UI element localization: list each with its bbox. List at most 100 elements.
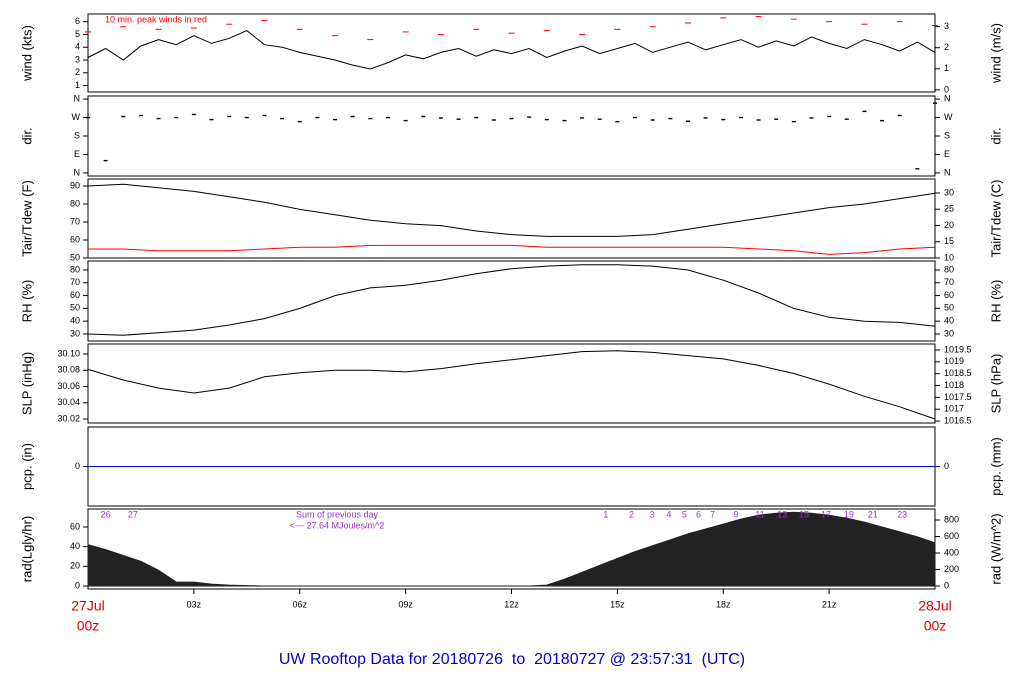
- y-tick-label: S: [74, 130, 80, 140]
- x-start-date: 27Jul: [71, 598, 104, 614]
- y-tick-label: 60: [70, 521, 80, 531]
- hour-label: 9: [733, 509, 738, 519]
- y-tick-label: 50: [70, 252, 80, 262]
- y2-tick-label: 1017: [944, 404, 964, 414]
- dir-point: [138, 114, 143, 117]
- panel-frame: [87, 260, 936, 342]
- hour-label: 13: [777, 509, 787, 519]
- y2-tick-label: 60: [944, 290, 954, 300]
- y2-tick-label: 0: [944, 461, 949, 471]
- panel-frame: [87, 13, 936, 93]
- data-line: [87, 30, 936, 70]
- dir-point: [721, 118, 726, 121]
- dir-point: [280, 117, 285, 120]
- hour-label: 2: [629, 509, 634, 519]
- x-tick-label: 06z: [292, 599, 307, 609]
- dir-point: [474, 116, 479, 119]
- y-tick-label: 4: [75, 42, 80, 52]
- dir-point: [509, 117, 514, 120]
- y-tick-label: E: [74, 149, 80, 159]
- hour-label: 19: [844, 509, 854, 519]
- y-tick-label: 5: [75, 29, 80, 39]
- y-tick-label: 3: [75, 54, 80, 64]
- hour-label: 4: [666, 509, 671, 519]
- y2-tick-label: 50: [944, 303, 954, 313]
- hour-label: 26: [101, 509, 111, 519]
- dir-point: [738, 116, 743, 119]
- y2-tick-label: 1018: [944, 380, 964, 390]
- dir-point: [121, 115, 126, 118]
- y2-axis-label: wind (m/s): [988, 23, 1003, 84]
- y2-tick-label: 600: [944, 531, 959, 541]
- dir-point: [103, 159, 108, 162]
- x-tick-label: 03z: [187, 599, 202, 609]
- x-start-time: 00z: [77, 618, 100, 634]
- y-tick-label: W: [72, 112, 81, 122]
- y2-tick-label: 2: [944, 42, 949, 52]
- x-end-date: 28Jul: [918, 598, 951, 614]
- y-tick-label: N: [74, 167, 81, 177]
- y-tick-label: 1: [75, 80, 80, 90]
- dir-point: [421, 115, 426, 118]
- y2-tick-label: 25: [944, 204, 954, 214]
- dir-point: [933, 102, 937, 104]
- dir-point: [633, 116, 638, 119]
- hour-label: 3: [649, 509, 654, 519]
- dir-point: [668, 117, 673, 120]
- y-tick-label: 50: [70, 303, 80, 313]
- y-axis-label: dir.: [19, 127, 34, 144]
- dir-point: [262, 114, 267, 117]
- y-tick-label: 40: [70, 316, 80, 326]
- y2-tick-label: W: [944, 112, 953, 122]
- y2-tick-label: 70: [944, 277, 954, 287]
- hour-label: 1: [603, 509, 608, 519]
- dir-point: [244, 116, 249, 119]
- data-line: [87, 264, 936, 336]
- y-tick-label: 0: [75, 580, 80, 590]
- x-tick-label: 21z: [822, 599, 837, 609]
- y-tick-label: 40: [70, 541, 80, 551]
- y2-tick-label: 30: [944, 187, 954, 197]
- dir-point: [791, 120, 796, 123]
- y-axis-label: wind (kts): [19, 25, 34, 82]
- hour-label: 5: [682, 509, 687, 519]
- dir-point: [650, 119, 655, 121]
- y2-tick-label: 0: [944, 580, 949, 590]
- dir-point: [368, 117, 373, 120]
- y2-tick-label: S: [944, 130, 950, 140]
- y-tick-label: N: [74, 93, 81, 103]
- y2-tick-label: 1: [944, 63, 949, 73]
- y2-tick-label: 10: [944, 252, 954, 262]
- hour-label: 6: [696, 509, 701, 519]
- dir-point: [456, 118, 461, 120]
- data-line: [87, 183, 936, 237]
- y2-tick-label: 1019.5: [944, 344, 972, 354]
- y-axis-label: rad(Lgly/hr): [19, 516, 34, 582]
- y2-axis-label: dir.: [988, 127, 1003, 144]
- annotation: 10 min. peak winds in red: [105, 14, 207, 24]
- dir-point: [315, 116, 320, 119]
- dir-point: [915, 168, 920, 170]
- dir-point: [580, 117, 585, 119]
- y2-tick-label: 15: [944, 236, 954, 246]
- y-axis-label: SLP (inHg): [19, 352, 34, 415]
- y2-tick-label: 3: [944, 21, 949, 31]
- y2-tick-label: 1016.5: [944, 415, 972, 425]
- y-tick-label: 70: [70, 216, 80, 226]
- hour-label: 17: [821, 509, 831, 519]
- dir-point: [827, 115, 832, 118]
- page-title: UW Rooftop Data for 20180726 to 20180727…: [279, 651, 745, 668]
- dir-point: [438, 117, 443, 119]
- y-tick-label: 60: [70, 290, 80, 300]
- y-tick-label: 30.10: [57, 348, 80, 358]
- dir-point: [527, 116, 532, 118]
- y2-tick-label: 80: [944, 264, 954, 274]
- dir-point: [880, 119, 885, 122]
- dir-point: [597, 118, 602, 120]
- panel-frame: [87, 178, 936, 259]
- y2-tick-label: 20: [944, 220, 954, 230]
- dir-point: [844, 118, 849, 120]
- y-tick-label: 30.08: [57, 365, 80, 375]
- y2-tick-label: N: [944, 167, 951, 177]
